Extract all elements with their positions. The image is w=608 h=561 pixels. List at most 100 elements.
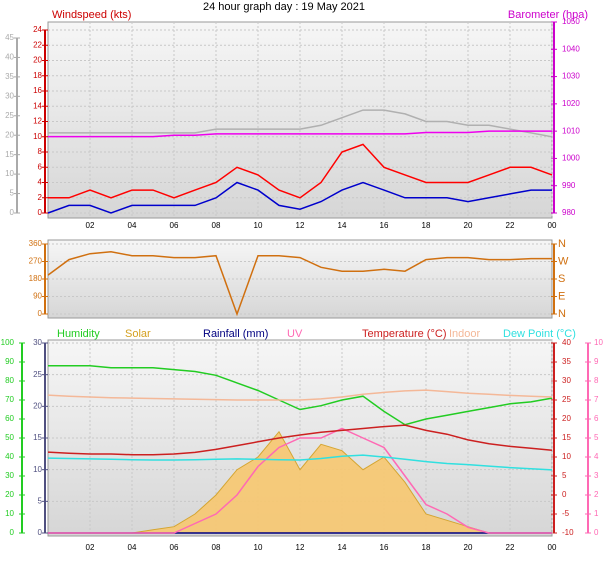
- series-line: [48, 143, 553, 199]
- y-tick-label: S: [558, 273, 565, 285]
- y-tick-label: 60: [5, 414, 14, 423]
- y-tick-label: 0: [562, 490, 567, 499]
- y-tick-label: 10: [562, 452, 571, 461]
- y-tick-label: N: [558, 238, 566, 250]
- y-tick-label: 6: [38, 162, 43, 171]
- y-tick-label: 9: [594, 357, 599, 366]
- series-line: [48, 130, 552, 138]
- y-tick-label: 30: [562, 376, 571, 385]
- y-tick-label: 10: [594, 338, 603, 347]
- x-tick-label: 10: [254, 221, 263, 230]
- y-tick-label: 15: [33, 433, 42, 442]
- y-tick-label: -10: [562, 528, 574, 537]
- y-tick-label: 12: [33, 117, 42, 126]
- x-tick-label: 04: [128, 221, 137, 230]
- y-tick-label: 20: [33, 401, 42, 410]
- y-tick-label: 30: [33, 338, 42, 347]
- y-tick-label: E: [558, 290, 565, 302]
- y-tick-label: 10: [33, 465, 42, 474]
- y-tick-label: 20: [33, 56, 42, 65]
- y-tick-label: 90: [5, 357, 14, 366]
- y-tick-label: 10: [33, 132, 42, 141]
- y-tick-label: 25: [562, 395, 571, 404]
- legend-label: Rainfall (mm): [203, 328, 268, 340]
- y-tick-label: 70: [5, 395, 14, 404]
- series-line: [47, 389, 553, 401]
- x-tick-label: 08: [212, 221, 221, 230]
- x-tick-label: 00: [548, 221, 557, 230]
- y-tick-label: 15: [5, 150, 14, 159]
- y-tick-label: 5: [562, 471, 567, 480]
- series-line: [47, 181, 552, 214]
- y-tick-label: 14: [33, 101, 42, 110]
- y-tick-label: 0: [10, 528, 15, 537]
- y-tick-label: 20: [5, 130, 14, 139]
- legend-label: Indoor: [449, 328, 481, 340]
- x-tick-label: 22: [506, 221, 515, 230]
- y-tick-label: 24: [33, 25, 42, 34]
- y-tick-label: 40: [5, 452, 14, 461]
- x-tick-label: 06: [170, 221, 179, 230]
- y-tick-label: 22: [33, 40, 42, 49]
- x-tick-label: 14: [338, 221, 347, 230]
- y-tick-label: 0: [38, 208, 43, 217]
- y-tick-label: 25: [33, 370, 42, 379]
- y-tick-label: 6: [594, 414, 599, 423]
- y-tick-label: 45: [5, 33, 14, 42]
- legend-label: UV: [287, 328, 303, 340]
- y-tick-label: 1040: [562, 44, 580, 53]
- y-tick-label: 1030: [562, 72, 580, 81]
- y-tick-label: 20: [5, 490, 14, 499]
- x-tick-label: 20: [464, 543, 473, 552]
- chart-title: 24 hour graph day : 19 May 2021: [203, 1, 365, 13]
- y-tick-label: 0: [594, 528, 599, 537]
- y-tick-label: 8: [594, 376, 599, 385]
- x-tick-label: 16: [380, 543, 389, 552]
- y-tick-label: 360: [29, 239, 43, 248]
- x-tick-label: 16: [380, 221, 389, 230]
- x-tick-label: 20: [464, 221, 473, 230]
- y-tick-label: 1050: [562, 17, 580, 26]
- y-tick-label: 7: [594, 395, 599, 404]
- y-tick-label: N: [558, 308, 566, 320]
- x-tick-label: 02: [86, 221, 95, 230]
- legend-label: Temperature (°C): [362, 328, 446, 340]
- series-line: [48, 427, 552, 534]
- x-tick-label: 12: [296, 221, 305, 230]
- x-tick-label: 02: [86, 543, 95, 552]
- y-tick-label: 180: [29, 274, 43, 283]
- y-tick-label: 1: [594, 509, 599, 518]
- y-tick-label: 30: [5, 471, 14, 480]
- y-tick-label: 10: [5, 169, 14, 178]
- series-line: [47, 251, 552, 317]
- series-line: [48, 109, 553, 138]
- y-tick-label: 3: [594, 471, 599, 480]
- y-tick-label: -5: [562, 509, 570, 518]
- y-tick-label: 5: [38, 496, 43, 505]
- y-tick-label: 0: [38, 528, 43, 537]
- series-line: [47, 454, 553, 471]
- y-tick-label: 2: [594, 490, 599, 499]
- y-tick-label: 100: [1, 338, 15, 347]
- legend-label: Solar: [125, 328, 151, 340]
- x-tick-label: 04: [128, 543, 137, 552]
- y-tick-label: 20: [562, 414, 571, 423]
- y-tick-label: 35: [5, 72, 14, 81]
- x-tick-label: 18: [422, 543, 431, 552]
- x-tick-label: 18: [422, 221, 431, 230]
- y-tick-label: 1000: [562, 154, 580, 163]
- y-tick-label: 4: [594, 452, 599, 461]
- y-tick-label: 8: [38, 147, 43, 156]
- y-tick-label: 1010: [562, 126, 580, 135]
- x-tick-label: 00: [548, 543, 557, 552]
- x-tick-label: 12: [296, 543, 305, 552]
- y-tick-label: 5: [594, 433, 599, 442]
- y-tick-label: 270: [29, 257, 43, 266]
- series-line: [47, 424, 553, 456]
- x-tick-label: 14: [338, 543, 347, 552]
- y-tick-label: 25: [5, 111, 14, 120]
- y-tick-label: 15: [562, 433, 571, 442]
- y-tick-label: 16: [33, 86, 42, 95]
- y-tick-label: 80: [5, 376, 14, 385]
